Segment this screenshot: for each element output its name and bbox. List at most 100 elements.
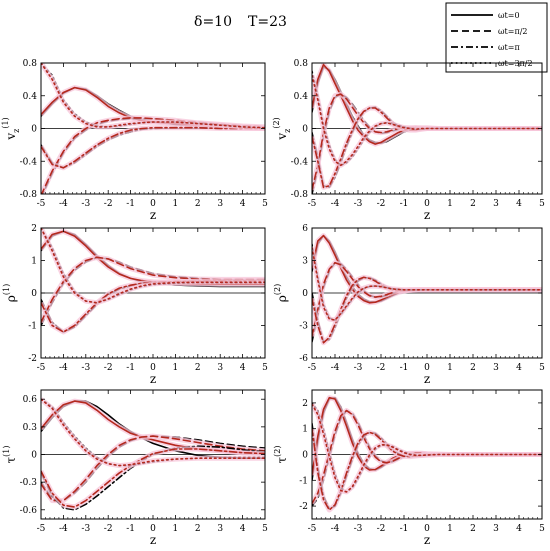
series-red-dot <box>312 246 542 321</box>
x-tick-label: 5 <box>539 199 545 209</box>
x-tick-label: 1 <box>173 524 179 534</box>
x-tick-label: 2 <box>195 363 201 373</box>
y-tick-label: 0 <box>302 451 308 461</box>
y-tick-label: 2 <box>31 224 37 234</box>
y-axis-symbol: v <box>4 133 18 141</box>
x-tick-label: -2 <box>104 363 113 373</box>
y-tick-label: 0.4 <box>294 92 309 102</box>
x-tick-label: -5 <box>308 363 317 373</box>
series-red-dash <box>41 117 265 194</box>
x-tick-label: 5 <box>539 524 545 534</box>
x-tick-label: 3 <box>217 363 223 373</box>
y-tick-label: 0 <box>302 289 308 299</box>
x-axis-label: z <box>424 533 430 547</box>
y-tick-label: -2 <box>28 354 37 364</box>
y-tick-label: -1 <box>299 476 308 486</box>
x-tick-label: -4 <box>59 199 68 209</box>
x-tick-label: 5 <box>262 524 268 534</box>
halo-dashdot <box>312 428 542 513</box>
y-tick-label: 0 <box>31 125 37 135</box>
x-tick-label: -2 <box>104 199 113 209</box>
legend-label-solid: ωt=0 <box>498 11 520 20</box>
x-tick-label: 4 <box>516 524 522 534</box>
halo-solid <box>312 63 542 147</box>
y-tick-label: -0.4 <box>20 157 38 167</box>
x-tick-label: 0 <box>150 199 156 209</box>
x-tick-label: 3 <box>217 199 223 209</box>
y-axis-superscript: (2) <box>272 117 281 128</box>
x-tick-label: -1 <box>126 524 135 534</box>
x-tick-label: 0 <box>424 363 430 373</box>
y-axis-label: τ(2) <box>273 446 289 464</box>
x-tick-label: 2 <box>195 199 201 209</box>
panels: -5 -4 -3 -2 -1 0 1 2 3 4 5-0.8-0.400.40.8zvz(1)-5-… <box>1 59 545 547</box>
x-tick-label: -2 <box>377 363 386 373</box>
x-tick-label: 1 <box>447 524 453 534</box>
x-tick-label: 5 <box>539 363 545 373</box>
y-tick-label: -1 <box>28 322 37 332</box>
y-tick-label: 2 <box>302 399 308 409</box>
x-tick-label: 0 <box>150 524 156 534</box>
series-red-dashdot <box>41 126 265 169</box>
y-tick-label: 0 <box>31 289 37 299</box>
x-tick-label: -3 <box>354 524 363 534</box>
x-tick-label: -5 <box>37 363 46 373</box>
x-tick-label: -2 <box>104 524 113 534</box>
panel-rho2: -5 -4 -3 -2 -1 0 1 2 3 4 5 -6 -3 0 3 6 z ρ(2) <box>273 224 545 386</box>
y-tick-label: 1 <box>302 425 308 435</box>
y-tick-label: -0.8 <box>20 190 38 200</box>
y-axis-subscript: z <box>12 129 21 133</box>
x-tick-label: 1 <box>173 363 179 373</box>
x-tick-label: -5 <box>308 199 317 209</box>
panel-tau1: -5 -4 -3 -2 -1 0 1 2 3 4 5 -0.6 -0.3 0 0.3 0.6 z τ(1) <box>2 389 268 547</box>
x-tick-label: 0 <box>424 199 430 209</box>
x-tick-label: 5 <box>262 363 268 373</box>
y-tick-label: 0.3 <box>23 423 38 433</box>
y-axis-symbol: ρ <box>275 295 289 302</box>
x-tick-label: 0 <box>424 524 430 534</box>
y-tick-label: -0.4 <box>291 157 309 167</box>
panel-tau2: -5 -4 -3 -2 -1 0 1 2 3 4 5 -2 -1 0 1 2 z τ(2) <box>273 389 545 547</box>
curves <box>312 395 542 513</box>
legend-label-dash: ωt=π/2 <box>498 27 527 36</box>
y-tick-label: -0.8 <box>291 190 309 200</box>
halo-dashdot <box>312 105 542 190</box>
y-axis-label: ρ(1) <box>2 284 18 302</box>
y-axis-subscript: z <box>283 129 292 133</box>
y-tick-label: 0 <box>302 125 308 135</box>
x-tick-label: 3 <box>493 363 499 373</box>
y-tick-label: 1 <box>31 257 37 267</box>
y-tick-label: 0.8 <box>294 59 309 69</box>
x-tick-label: -3 <box>81 199 90 209</box>
series-red-dashdot <box>41 448 265 508</box>
x-tick-label: 3 <box>493 199 499 209</box>
y-axis-label: vz(1) <box>1 117 21 140</box>
x-tick-label: -5 <box>37 524 46 534</box>
y-tick-label: 6 <box>302 224 308 234</box>
x-tick-label: 2 <box>195 524 201 534</box>
figure-title: δ=10 T=23 <box>194 14 287 30</box>
y-axis-superscript: (1) <box>2 446 11 457</box>
x-tick-label: 3 <box>493 524 499 534</box>
series-black-dashdot <box>41 445 265 511</box>
y-tick-label: -6 <box>299 354 308 364</box>
x-tick-label: -2 <box>377 524 386 534</box>
y-axis-superscript: (2) <box>273 446 282 457</box>
x-tick-label: -3 <box>81 363 90 373</box>
x-tick-label: -1 <box>126 199 135 209</box>
x-tick-label: 2 <box>470 524 476 534</box>
curves <box>312 233 542 346</box>
x-tick-label: 1 <box>447 199 453 209</box>
y-tick-label: -0.3 <box>20 478 38 488</box>
x-tick-label: 4 <box>240 363 246 373</box>
x-tick-label: -1 <box>400 524 409 534</box>
x-tick-label: -1 <box>126 363 135 373</box>
x-tick-label: 5 <box>262 199 268 209</box>
y-tick-label: -0.6 <box>20 506 38 516</box>
series-red-dot <box>312 74 542 167</box>
y-axis-label: ρ(2) <box>273 284 289 302</box>
